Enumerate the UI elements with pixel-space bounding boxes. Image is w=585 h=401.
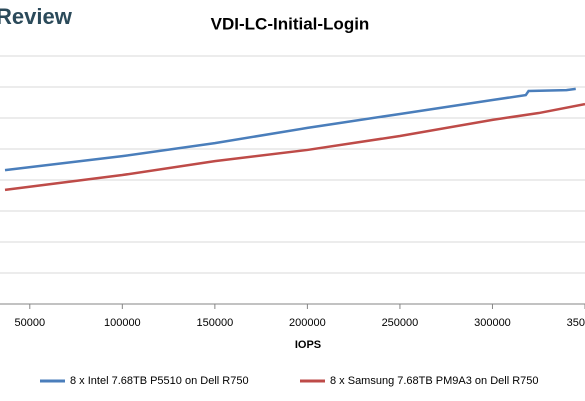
series-line [4,102,585,192]
x-tick-label: 350000 [567,317,585,329]
chart-title: VDI-LC-Initial-Login [211,14,370,33]
brand-logo: Review [0,4,73,29]
x-tick-label: 300000 [474,317,511,329]
legend-label: 8 x Samsung 7.68TB PM9A3 on Dell R750 [330,375,539,387]
x-tick-label: 50000 [14,317,45,329]
x-tick-label: 250000 [382,317,419,329]
legend-label: 8 x Intel 7.68TB P5510 on Dell R750 [70,375,249,387]
x-tick-label: 100000 [104,317,141,329]
x-axis-title: IOPS [295,339,321,351]
series-line [4,87,576,172]
x-tick-label: 150000 [197,317,234,329]
x-tick-label: 200000 [289,317,326,329]
